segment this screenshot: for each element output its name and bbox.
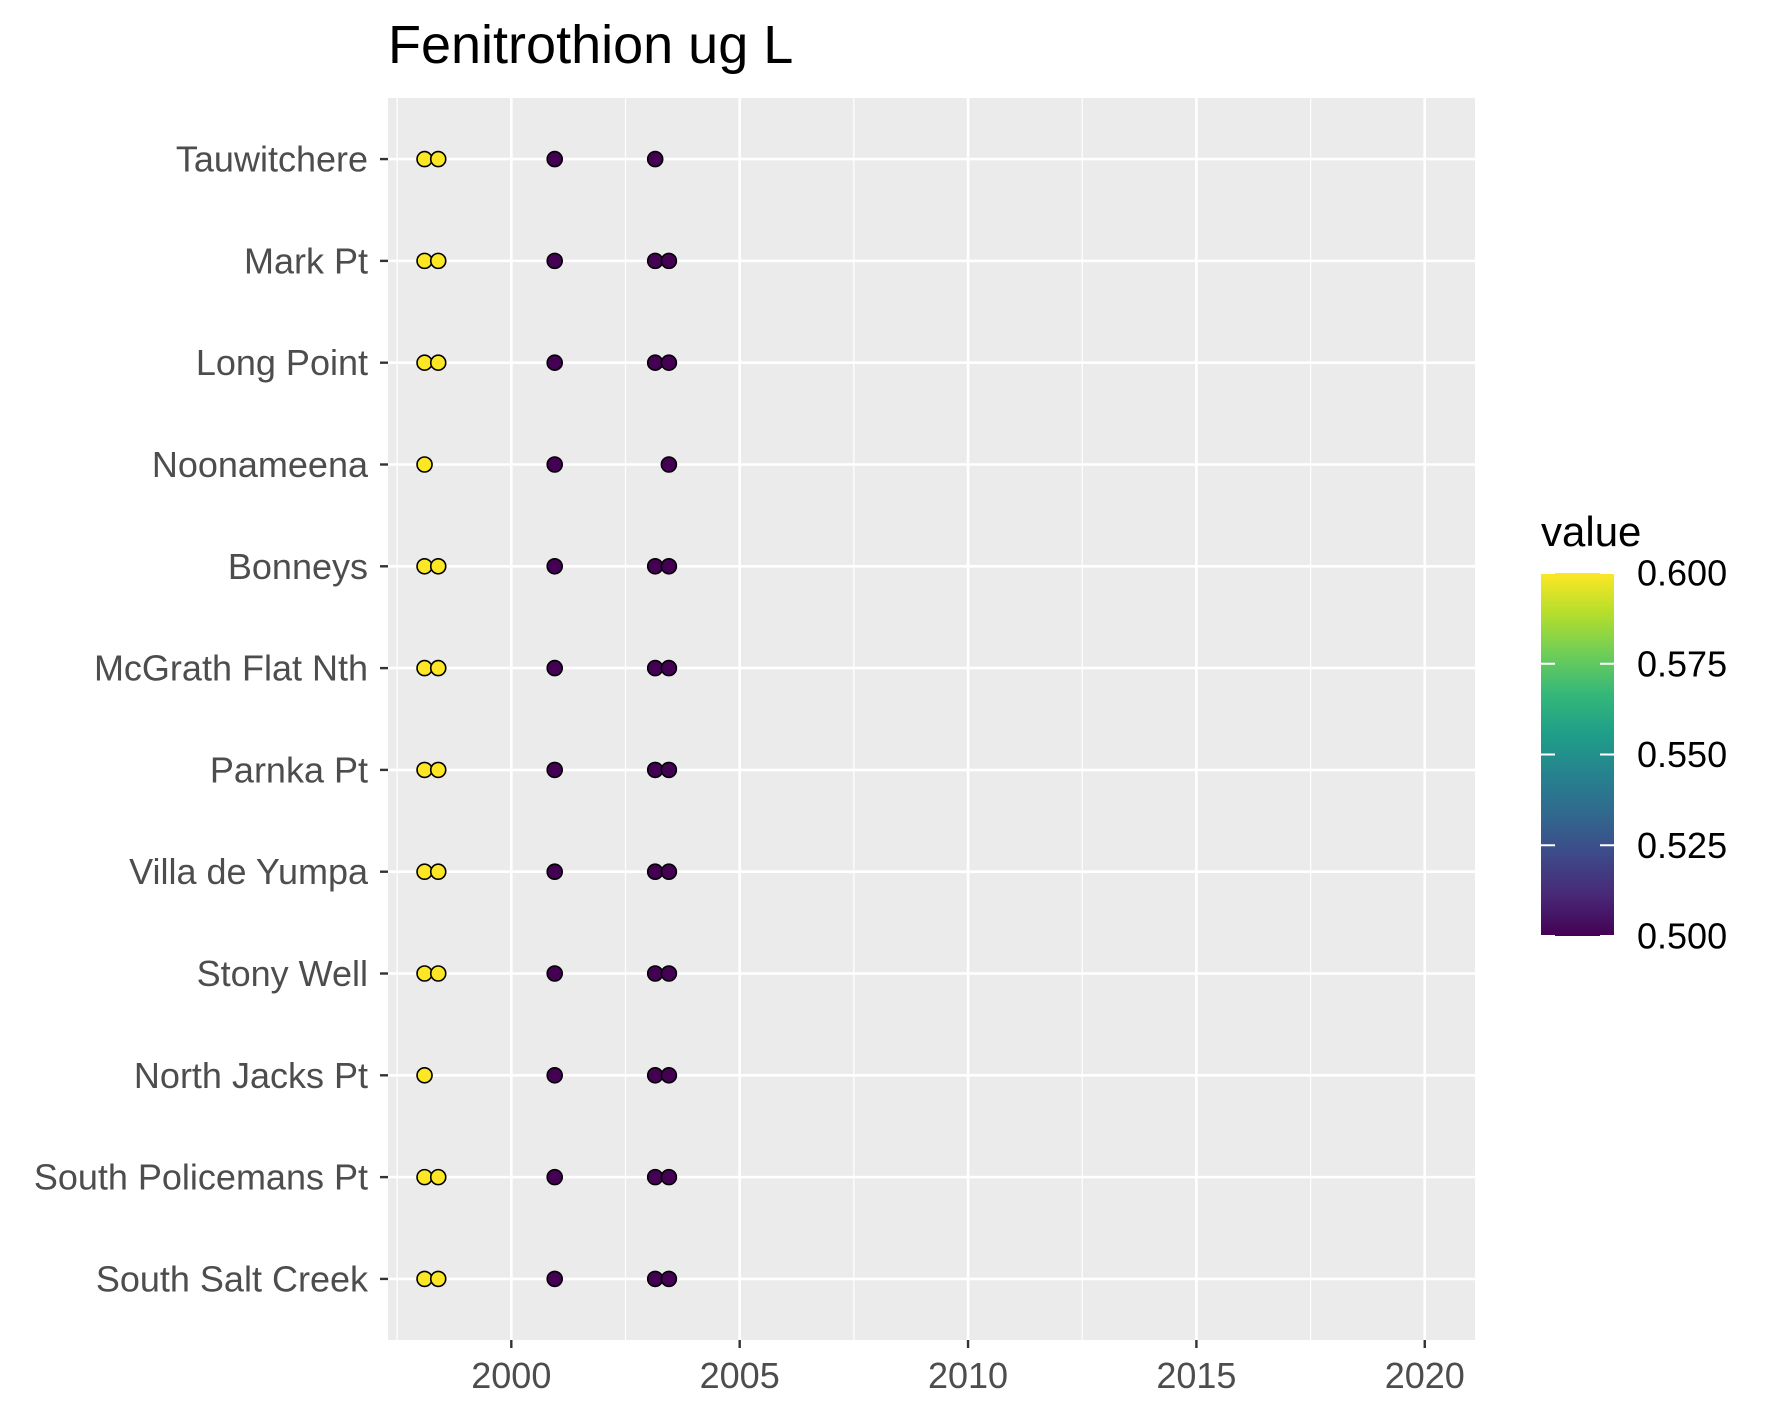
data-point	[546, 965, 564, 982]
y-tick-label: South Salt Creek	[96, 1258, 369, 1299]
data-point	[416, 761, 433, 779]
y-tick-label: McGrath Flat Nth	[94, 648, 368, 689]
gridlines	[388, 98, 1475, 1340]
data-point	[646, 1067, 664, 1084]
data-point	[646, 1168, 664, 1186]
data-point	[646, 761, 664, 779]
data-point	[546, 1270, 564, 1288]
data-point	[416, 1270, 433, 1288]
data-point	[429, 354, 447, 371]
data-point	[660, 1168, 678, 1186]
legend-tick-label: 0.500	[1637, 916, 1727, 957]
data-point	[546, 1067, 564, 1084]
y-tick-label: Parnka Pt	[210, 749, 368, 790]
data-point	[429, 863, 447, 881]
data-point	[416, 863, 433, 881]
data-point	[660, 354, 678, 371]
legend-title: value	[1541, 508, 1641, 555]
data-point	[416, 456, 433, 473]
data-point	[660, 1270, 678, 1288]
legend-tick-label: 0.525	[1637, 825, 1727, 866]
x-tick-label: 2015	[1156, 1355, 1236, 1396]
data-point	[416, 557, 433, 575]
legend-tick-label: 0.575	[1637, 643, 1727, 684]
data-point	[416, 965, 433, 982]
data-point	[546, 354, 564, 371]
data-point	[429, 1270, 447, 1288]
legend: value 0.600 0.575 0.550 0.525 0.500	[1541, 508, 1727, 957]
data-point	[546, 863, 564, 881]
data-point	[429, 252, 447, 270]
x-tick-label: 2005	[700, 1355, 780, 1396]
data-point	[660, 252, 678, 270]
y-tick-label: Mark Pt	[244, 240, 368, 281]
data-point	[429, 150, 447, 168]
data-point	[660, 1067, 678, 1084]
data-point	[429, 1168, 447, 1186]
x-tick-label: 2020	[1385, 1355, 1465, 1396]
data-point	[416, 659, 433, 677]
data-point	[660, 761, 678, 779]
y-tick-label: Bonneys	[228, 546, 368, 587]
data-point	[416, 354, 433, 371]
x-tick-label: 2010	[928, 1355, 1008, 1396]
data-point	[416, 252, 433, 270]
data-point	[546, 659, 564, 677]
data-point	[546, 761, 564, 779]
data-point	[660, 557, 678, 575]
data-point	[416, 1168, 433, 1186]
y-tick-label: Noonameena	[152, 444, 369, 485]
data-point	[646, 354, 664, 371]
data-point	[429, 659, 447, 677]
x-tick-label: 2000	[471, 1355, 551, 1396]
data-point	[546, 456, 564, 473]
plot-panel	[388, 98, 1475, 1340]
data-point	[646, 1270, 664, 1288]
data-point	[646, 863, 664, 881]
axes: 2000 2005 2010 2015 2020 Tauwitchere Mark Pt Lo…	[34, 139, 1465, 1396]
data-point	[429, 761, 447, 779]
y-tick-label: Long Point	[196, 342, 368, 383]
y-tick-label: Tauwitchere	[176, 139, 368, 180]
data-point	[546, 252, 564, 270]
data-points	[416, 150, 678, 1288]
y-tick-label: North Jacks Pt	[134, 1055, 368, 1096]
data-point	[646, 252, 664, 270]
data-point	[660, 863, 678, 881]
data-point	[416, 150, 433, 168]
y-tick-label: Villa de Yumpa	[129, 851, 369, 892]
data-point	[660, 659, 678, 677]
data-point	[646, 150, 664, 168]
y-tick-label: South Policemans Pt	[34, 1157, 368, 1198]
data-point	[546, 557, 564, 575]
data-point	[646, 659, 664, 677]
data-point	[546, 150, 564, 168]
legend-tick-label: 0.600	[1637, 553, 1727, 594]
data-point	[660, 965, 678, 982]
data-point	[646, 965, 664, 982]
data-point	[660, 456, 678, 473]
data-point	[429, 557, 447, 575]
data-point	[429, 965, 447, 982]
data-point	[546, 1168, 564, 1186]
data-point	[416, 1067, 433, 1084]
legend-tick-label: 0.550	[1637, 734, 1727, 775]
chart-title: Fenitrothion ug L	[388, 15, 793, 75]
data-point	[646, 557, 664, 575]
y-tick-label: Stony Well	[197, 953, 368, 994]
